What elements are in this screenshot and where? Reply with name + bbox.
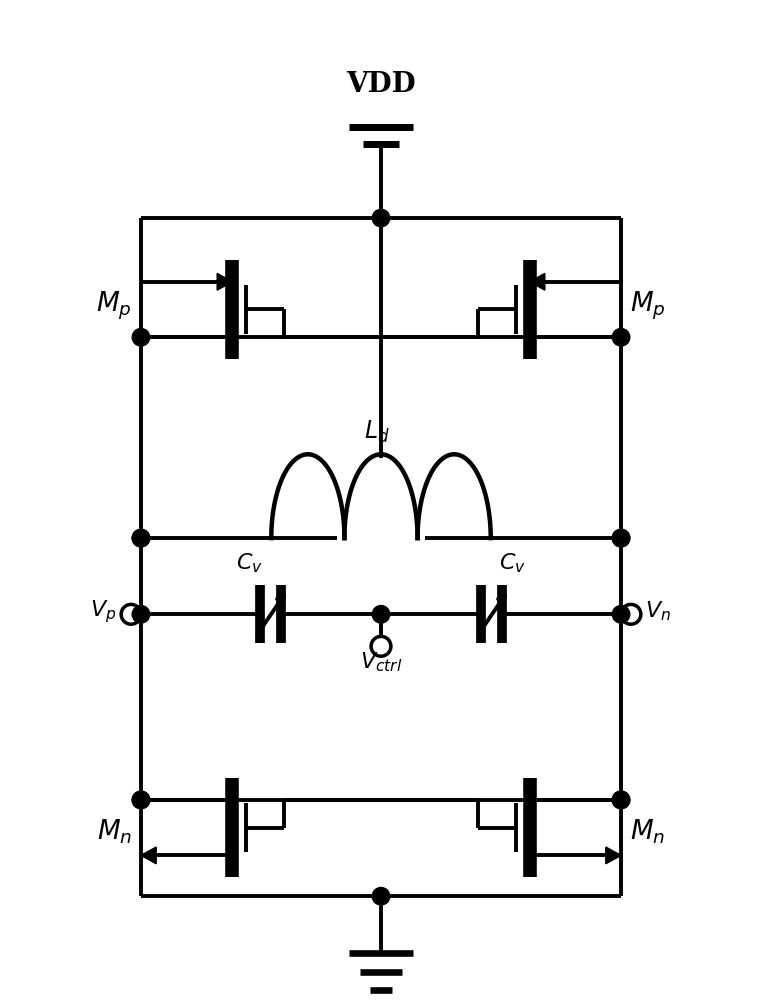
Text: $C_v$: $C_v$	[235, 551, 263, 575]
Circle shape	[613, 606, 630, 623]
Polygon shape	[141, 847, 156, 864]
Circle shape	[613, 529, 630, 547]
Polygon shape	[217, 273, 232, 290]
Text: $V_p$: $V_p$	[90, 598, 117, 625]
Circle shape	[373, 209, 389, 227]
Text: $L_d$: $L_d$	[364, 419, 390, 445]
Circle shape	[133, 529, 149, 547]
Circle shape	[133, 328, 149, 346]
Text: $C_v$: $C_v$	[499, 551, 527, 575]
Circle shape	[613, 791, 630, 809]
Circle shape	[133, 791, 149, 809]
Circle shape	[613, 791, 630, 809]
Circle shape	[133, 791, 149, 809]
Circle shape	[133, 529, 149, 547]
Text: $V_n$: $V_n$	[645, 599, 671, 623]
Circle shape	[613, 328, 630, 346]
Circle shape	[373, 606, 389, 623]
Polygon shape	[530, 273, 545, 290]
Text: $V_{ctrl}$: $V_{ctrl}$	[360, 650, 402, 674]
Circle shape	[613, 529, 630, 547]
Text: VDD: VDD	[346, 71, 416, 98]
Circle shape	[133, 606, 149, 623]
Text: $M_n$: $M_n$	[630, 817, 665, 846]
Circle shape	[373, 887, 389, 905]
Text: $M_p$: $M_p$	[96, 290, 132, 322]
Polygon shape	[606, 847, 621, 864]
Text: $M_n$: $M_n$	[97, 817, 132, 846]
Text: $M_p$: $M_p$	[630, 290, 666, 322]
